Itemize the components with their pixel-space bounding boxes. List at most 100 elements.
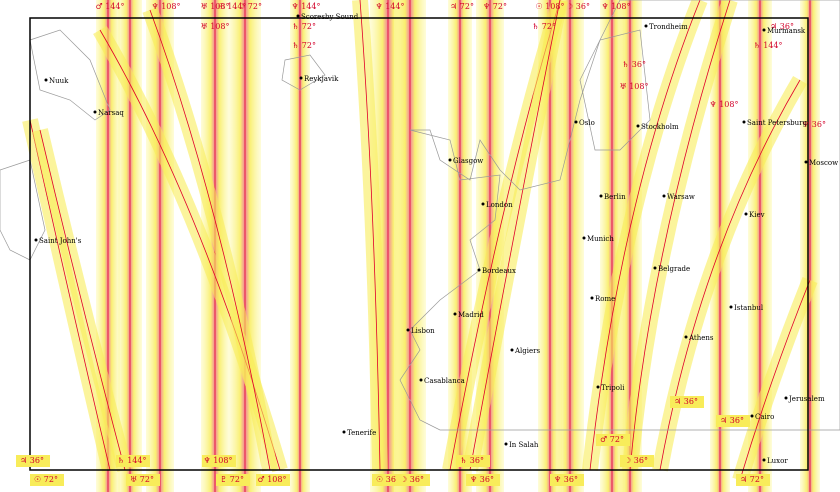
- city-dot: [419, 378, 423, 382]
- line-label: ☽ 72°: [238, 2, 262, 11]
- line-label: ♅ 108°: [201, 2, 230, 11]
- city-dot: [804, 160, 808, 164]
- line-label: ♆ 108°: [710, 100, 739, 109]
- label-bg: [596, 434, 630, 446]
- city-dot: [729, 305, 733, 309]
- planet-curve: [629, 0, 731, 471]
- map-frame: [29, 17, 809, 471]
- city-dot: [296, 14, 300, 18]
- city-dot: [762, 28, 766, 32]
- city-label: Murmansk: [767, 27, 806, 35]
- line-label: ♆ 36°: [802, 120, 826, 129]
- line-label: ☽ 36°: [566, 2, 590, 11]
- city-label: Reykjavik: [304, 75, 339, 83]
- city-dot: [784, 396, 788, 400]
- line-label: ♅ 108°: [620, 82, 649, 91]
- line-label: ☉ 108°: [536, 2, 565, 11]
- line-label: ☉ 36°: [376, 475, 400, 484]
- city-label: Stockholm: [641, 123, 679, 131]
- label-bg: [126, 474, 160, 486]
- line-label: ♆ 108°: [602, 2, 631, 11]
- label-bg: [30, 474, 64, 486]
- label-bg: [202, 455, 236, 467]
- city-dot: [653, 266, 657, 270]
- line-label: ☉ 144°: [218, 2, 247, 11]
- line-label: ♂ 72°: [600, 435, 624, 444]
- city-dot: [574, 120, 578, 124]
- city-label: London: [486, 201, 513, 209]
- city-label: Athens: [688, 334, 714, 342]
- city-label: Nuuk: [49, 77, 69, 85]
- city-label: Luxor: [767, 457, 788, 465]
- city-label: Bordeaux: [482, 267, 516, 275]
- city-dot: [477, 268, 481, 272]
- line-label: ♆ 144°: [376, 2, 405, 11]
- city-dot: [684, 335, 688, 339]
- label-bg: [550, 474, 584, 486]
- line-label: ☉ 72°: [34, 475, 58, 484]
- line-label: ♃ 36°: [674, 397, 698, 406]
- line-label: ♂ 108°: [258, 475, 287, 484]
- line-label: ♃ 36°: [720, 416, 744, 425]
- label-bg: [670, 396, 704, 408]
- planet-curve: [589, 0, 701, 471]
- planet-curve: [359, 0, 381, 471]
- city-dot: [510, 348, 514, 352]
- city-label: Belgrade: [658, 265, 690, 273]
- line-label: ♃ 72°: [740, 475, 764, 484]
- city-dot: [448, 158, 452, 162]
- label-bg: [620, 455, 654, 467]
- city-label: Narsaq: [98, 109, 124, 117]
- city-label: Lisbon: [411, 327, 435, 335]
- city-label: Cairo: [755, 413, 774, 421]
- city-label: Rome: [595, 295, 615, 303]
- line-label: ♅ 108°: [201, 22, 230, 31]
- line-label: ☽ 36°: [400, 475, 424, 484]
- city-dot: [481, 202, 485, 206]
- line-label: ♄ 72°: [292, 22, 316, 31]
- city-label: Tripoli: [601, 384, 625, 392]
- city-label: Tenerife: [347, 429, 376, 437]
- line-label: ♆ 36°: [470, 475, 494, 484]
- city-label: Glasgow: [453, 157, 483, 165]
- line-label: ♄ 72°: [292, 41, 316, 50]
- city-label: Algiers: [514, 347, 541, 355]
- city-dot: [34, 238, 38, 242]
- line-label: ♄ 36°: [460, 456, 484, 465]
- line-label: ♆ 72°: [483, 2, 507, 11]
- label-bg: [466, 474, 500, 486]
- city-label: Istanbul: [734, 304, 764, 312]
- city-dot: [742, 120, 746, 124]
- label-bg: [456, 455, 490, 467]
- label-bg: [736, 474, 770, 486]
- city-label: Casablanca: [424, 377, 465, 385]
- line-label: ♆ 108°: [204, 456, 233, 465]
- city-dot: [744, 212, 748, 216]
- planet-curve: [149, 9, 271, 471]
- city-dot: [644, 24, 648, 28]
- label-bg: [256, 474, 290, 486]
- city-label: In Salah: [509, 441, 539, 449]
- label-bg: [116, 455, 150, 467]
- city-dot: [44, 78, 48, 82]
- city-label: Trondheim: [649, 23, 688, 31]
- city-dot: [599, 194, 603, 198]
- city-label: Oslo: [579, 119, 595, 127]
- city-dot: [636, 124, 640, 128]
- line-label: ♆ 36°: [554, 475, 578, 484]
- planet-curve: [39, 129, 126, 471]
- line-label: ♂ 144°: [96, 2, 125, 11]
- line-label: ♄ 36°: [622, 60, 646, 69]
- city-label: Moscow: [809, 159, 838, 167]
- label-bg: [716, 415, 750, 427]
- city-dot: [406, 328, 410, 332]
- line-label: ♄ 72°: [532, 22, 556, 31]
- city-label: Scoresby Sound: [301, 13, 359, 21]
- city-label: Saint John's: [39, 237, 82, 245]
- planet-curve: [659, 79, 801, 471]
- line-label: ♃ 36°: [770, 22, 794, 31]
- planet-curve: [739, 279, 811, 481]
- city-dot: [596, 385, 600, 389]
- city-label: Saint Petersburg: [747, 119, 808, 127]
